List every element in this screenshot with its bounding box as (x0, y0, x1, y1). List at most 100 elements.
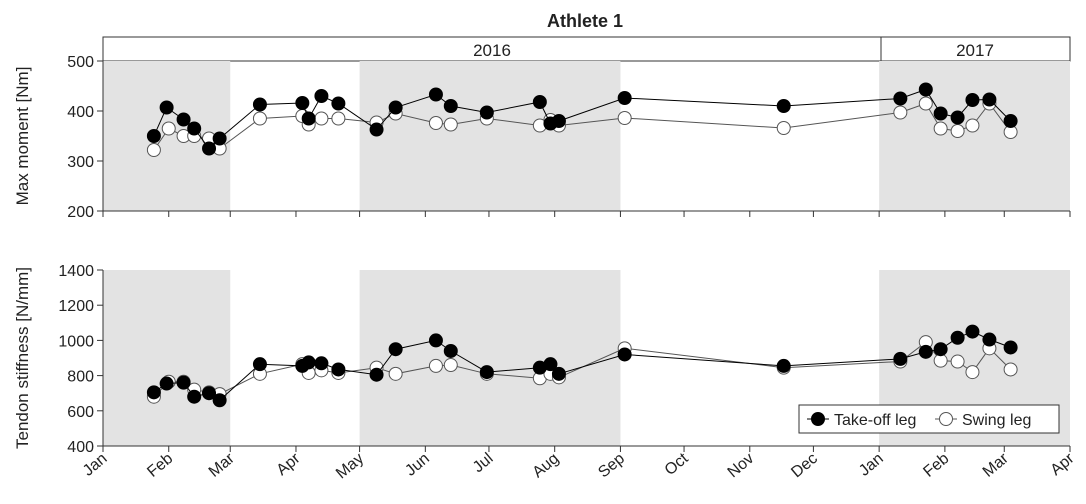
data-point-take-off-leg (301, 355, 316, 370)
data-point-take-off-leg (532, 95, 547, 109)
year-label-2016: 2016 (473, 41, 511, 60)
x-tick-label: May (333, 450, 367, 482)
data-point-take-off-leg (369, 367, 384, 382)
data-point-take-off-leg (202, 141, 217, 156)
data-point-take-off-leg (982, 92, 997, 107)
shaded-period-3 (879, 61, 1070, 211)
data-point-swing-leg (443, 358, 458, 373)
data-point-take-off-leg (295, 96, 310, 110)
data-point-take-off-leg (617, 91, 632, 105)
legend-marker-take-off-leg (811, 412, 825, 426)
shaded-period-1 (103, 270, 231, 446)
y-tick-label: 400 (67, 104, 94, 121)
data-point-take-off-leg (176, 375, 191, 390)
y-tick-label: 300 (67, 154, 94, 171)
legend: Take-off leg Swing leg (798, 404, 1060, 434)
data-point-take-off-leg (551, 114, 566, 128)
x-tick-label: Apr (1048, 450, 1079, 479)
x-tick-label: Jul (470, 450, 497, 476)
x-tick-label: Aug (530, 450, 563, 481)
panel-1: 200 300 400 500 Max moment [Nm] (13, 54, 1071, 221)
data-point-take-off-leg (617, 347, 632, 362)
data-point-take-off-leg (479, 105, 494, 120)
data-point-take-off-leg (1003, 114, 1018, 128)
data-point-take-off-leg (388, 100, 403, 115)
y-tick-label: 1400 (58, 263, 94, 280)
data-point-take-off-leg (918, 344, 933, 359)
year-band-frame (102, 36, 1071, 62)
data-point-take-off-leg (428, 333, 443, 348)
series-line-take-off-leg (153, 88, 1011, 150)
data-point-take-off-leg (965, 93, 980, 107)
data-point-take-off-leg (443, 343, 458, 358)
data-point-take-off-leg (314, 356, 329, 371)
data-point-take-off-leg (428, 87, 443, 102)
legend-label-swing-leg: Swing leg (962, 412, 1031, 429)
data-point-swing-leg (146, 143, 161, 157)
series-take-off-leg (146, 82, 1018, 156)
data-point-take-off-leg (1003, 340, 1018, 355)
data-point-swing-leg (933, 121, 948, 136)
data-point-swing-leg (314, 111, 329, 126)
data-point-take-off-leg (314, 89, 329, 103)
data-point-swing-leg (617, 111, 632, 125)
data-point-take-off-leg (965, 324, 980, 339)
y-tick-label: 800 (67, 369, 94, 386)
y-tick-label: 600 (67, 404, 94, 421)
data-point-swing-leg (331, 111, 346, 126)
y-tick-label: 400 (67, 439, 94, 456)
data-point-swing-leg (950, 124, 965, 138)
data-point-take-off-leg (933, 106, 948, 121)
legend-box (798, 404, 1060, 434)
data-point-swing-leg (252, 111, 267, 126)
data-point-swing-leg (161, 121, 176, 136)
data-point-take-off-leg (551, 366, 566, 381)
panels: 200 300 400 500 Max moment [Nm] 400 600 800 1000… (13, 54, 1071, 456)
data-point-swing-leg (443, 117, 458, 132)
x-tick-label: Sep (595, 450, 628, 481)
data-point-take-off-leg (933, 342, 948, 357)
data-point-take-off-leg (331, 362, 346, 377)
data-point-take-off-leg (202, 386, 217, 401)
year-label-2017: 2017 (956, 41, 994, 60)
data-point-take-off-leg (479, 365, 494, 380)
year-band: 2016 2017 (102, 36, 1071, 62)
data-point-take-off-leg (950, 110, 965, 125)
data-point-take-off-leg (369, 122, 384, 137)
data-point-take-off-leg (301, 111, 316, 126)
data-point-swing-leg (1003, 362, 1018, 377)
data-point-take-off-leg (187, 389, 202, 404)
y-tick-label: 200 (67, 204, 94, 221)
data-point-take-off-leg (893, 351, 908, 366)
series-take-off-leg (146, 324, 1018, 408)
x-tick-label: Nov (725, 450, 758, 481)
data-point-take-off-leg (982, 332, 997, 347)
data-point-take-off-leg (146, 129, 161, 143)
data-point-take-off-leg (331, 96, 346, 111)
data-point-take-off-leg (443, 99, 458, 113)
legend-marker-swing-leg (939, 412, 953, 426)
x-tick-label: Jan (856, 450, 887, 480)
x-tick-label: Dec (788, 450, 821, 481)
x-tick-label: Feb (144, 450, 176, 481)
legend-item-swing-leg: Swing leg (935, 412, 1031, 429)
data-point-take-off-leg (918, 82, 933, 97)
data-point-take-off-leg (187, 121, 202, 136)
data-point-swing-leg (965, 118, 980, 133)
data-point-take-off-leg (212, 131, 227, 146)
data-point-take-off-leg (776, 99, 791, 113)
data-point-swing-leg (388, 366, 403, 381)
data-point-swing-leg (428, 358, 443, 373)
data-point-take-off-leg (212, 393, 227, 408)
y-tick-label: 1000 (58, 333, 94, 350)
chart-title: Athlete 1 (547, 11, 623, 31)
data-point-take-off-leg (252, 357, 267, 372)
data-point-take-off-leg (159, 100, 174, 115)
shaded-period-2 (359, 270, 621, 446)
data-point-take-off-leg (893, 91, 908, 106)
x-tick-label: Mar (206, 450, 239, 481)
data-point-take-off-leg (176, 112, 191, 127)
data-point-take-off-leg (252, 97, 267, 112)
data-point-swing-leg (893, 105, 908, 120)
x-tick-label: Jun (402, 450, 433, 480)
